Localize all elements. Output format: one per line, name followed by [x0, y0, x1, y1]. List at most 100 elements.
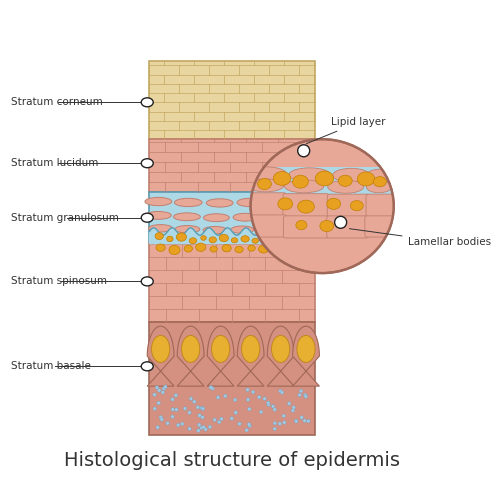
Ellipse shape [252, 238, 258, 244]
Circle shape [159, 416, 162, 419]
Ellipse shape [273, 172, 291, 185]
Circle shape [198, 423, 201, 426]
Ellipse shape [294, 244, 302, 250]
Ellipse shape [196, 243, 206, 252]
Polygon shape [237, 326, 264, 386]
Circle shape [213, 418, 216, 422]
Circle shape [200, 406, 203, 410]
Ellipse shape [203, 226, 227, 234]
Polygon shape [292, 326, 320, 386]
Bar [149, 243, 315, 322]
Circle shape [157, 388, 161, 392]
Circle shape [216, 396, 220, 400]
Circle shape [300, 416, 304, 419]
Circle shape [278, 389, 282, 393]
Circle shape [220, 417, 224, 420]
Circle shape [204, 428, 208, 431]
Ellipse shape [328, 180, 364, 193]
Circle shape [252, 390, 255, 394]
Bar [149, 61, 315, 139]
Ellipse shape [278, 198, 292, 210]
Ellipse shape [288, 199, 310, 206]
FancyBboxPatch shape [327, 194, 370, 218]
Circle shape [263, 397, 266, 400]
Ellipse shape [298, 200, 314, 213]
Ellipse shape [327, 198, 340, 209]
Circle shape [183, 406, 187, 410]
Circle shape [238, 422, 242, 426]
Ellipse shape [222, 244, 231, 252]
Circle shape [224, 394, 227, 398]
Circle shape [298, 393, 302, 397]
Ellipse shape [284, 246, 290, 251]
Circle shape [196, 406, 200, 409]
FancyBboxPatch shape [241, 193, 286, 217]
FancyBboxPatch shape [244, 215, 287, 237]
Ellipse shape [366, 181, 392, 193]
Circle shape [166, 422, 170, 425]
Circle shape [304, 393, 307, 397]
Ellipse shape [141, 158, 153, 168]
Circle shape [294, 420, 298, 423]
Ellipse shape [270, 244, 279, 251]
Bar [149, 192, 315, 243]
Ellipse shape [231, 226, 254, 234]
FancyBboxPatch shape [327, 216, 368, 238]
Ellipse shape [258, 245, 268, 253]
Circle shape [230, 416, 234, 420]
FancyBboxPatch shape [365, 216, 395, 237]
Ellipse shape [176, 233, 186, 241]
Circle shape [306, 420, 310, 423]
Ellipse shape [212, 336, 230, 362]
Text: Stratum granulosum: Stratum granulosum [10, 212, 118, 222]
Circle shape [171, 408, 174, 412]
Ellipse shape [206, 199, 233, 207]
Circle shape [280, 390, 284, 394]
Circle shape [273, 408, 276, 412]
Circle shape [282, 420, 286, 424]
Ellipse shape [146, 212, 171, 220]
Ellipse shape [175, 226, 200, 233]
Circle shape [266, 401, 270, 404]
Ellipse shape [174, 198, 202, 206]
Ellipse shape [350, 200, 363, 211]
Text: Lipid layer: Lipid layer [306, 118, 386, 144]
Ellipse shape [338, 175, 352, 186]
Circle shape [273, 422, 276, 425]
Ellipse shape [155, 232, 164, 239]
Ellipse shape [297, 336, 315, 362]
Circle shape [188, 411, 192, 414]
Circle shape [292, 406, 296, 409]
Ellipse shape [261, 213, 283, 220]
Ellipse shape [284, 238, 290, 242]
Ellipse shape [284, 213, 304, 220]
Polygon shape [147, 326, 174, 386]
Circle shape [282, 414, 286, 418]
Text: Stratum corneum: Stratum corneum [10, 98, 102, 108]
Ellipse shape [292, 236, 300, 242]
Ellipse shape [248, 245, 255, 251]
Circle shape [258, 396, 261, 399]
Text: Stratum basale: Stratum basale [10, 362, 90, 372]
Ellipse shape [166, 236, 173, 242]
Circle shape [304, 394, 308, 398]
Ellipse shape [333, 168, 370, 182]
Ellipse shape [303, 246, 309, 251]
Circle shape [161, 390, 164, 394]
Ellipse shape [201, 236, 206, 240]
Ellipse shape [247, 179, 284, 192]
Circle shape [334, 216, 346, 228]
Circle shape [196, 429, 200, 432]
Circle shape [200, 416, 204, 419]
Circle shape [170, 415, 174, 418]
Circle shape [266, 403, 270, 406]
Circle shape [273, 427, 276, 430]
Ellipse shape [141, 277, 153, 286]
Circle shape [162, 386, 166, 390]
Circle shape [259, 410, 263, 414]
Circle shape [209, 386, 212, 390]
Ellipse shape [374, 176, 386, 187]
Circle shape [153, 407, 156, 410]
Ellipse shape [301, 235, 306, 240]
Ellipse shape [141, 98, 153, 107]
